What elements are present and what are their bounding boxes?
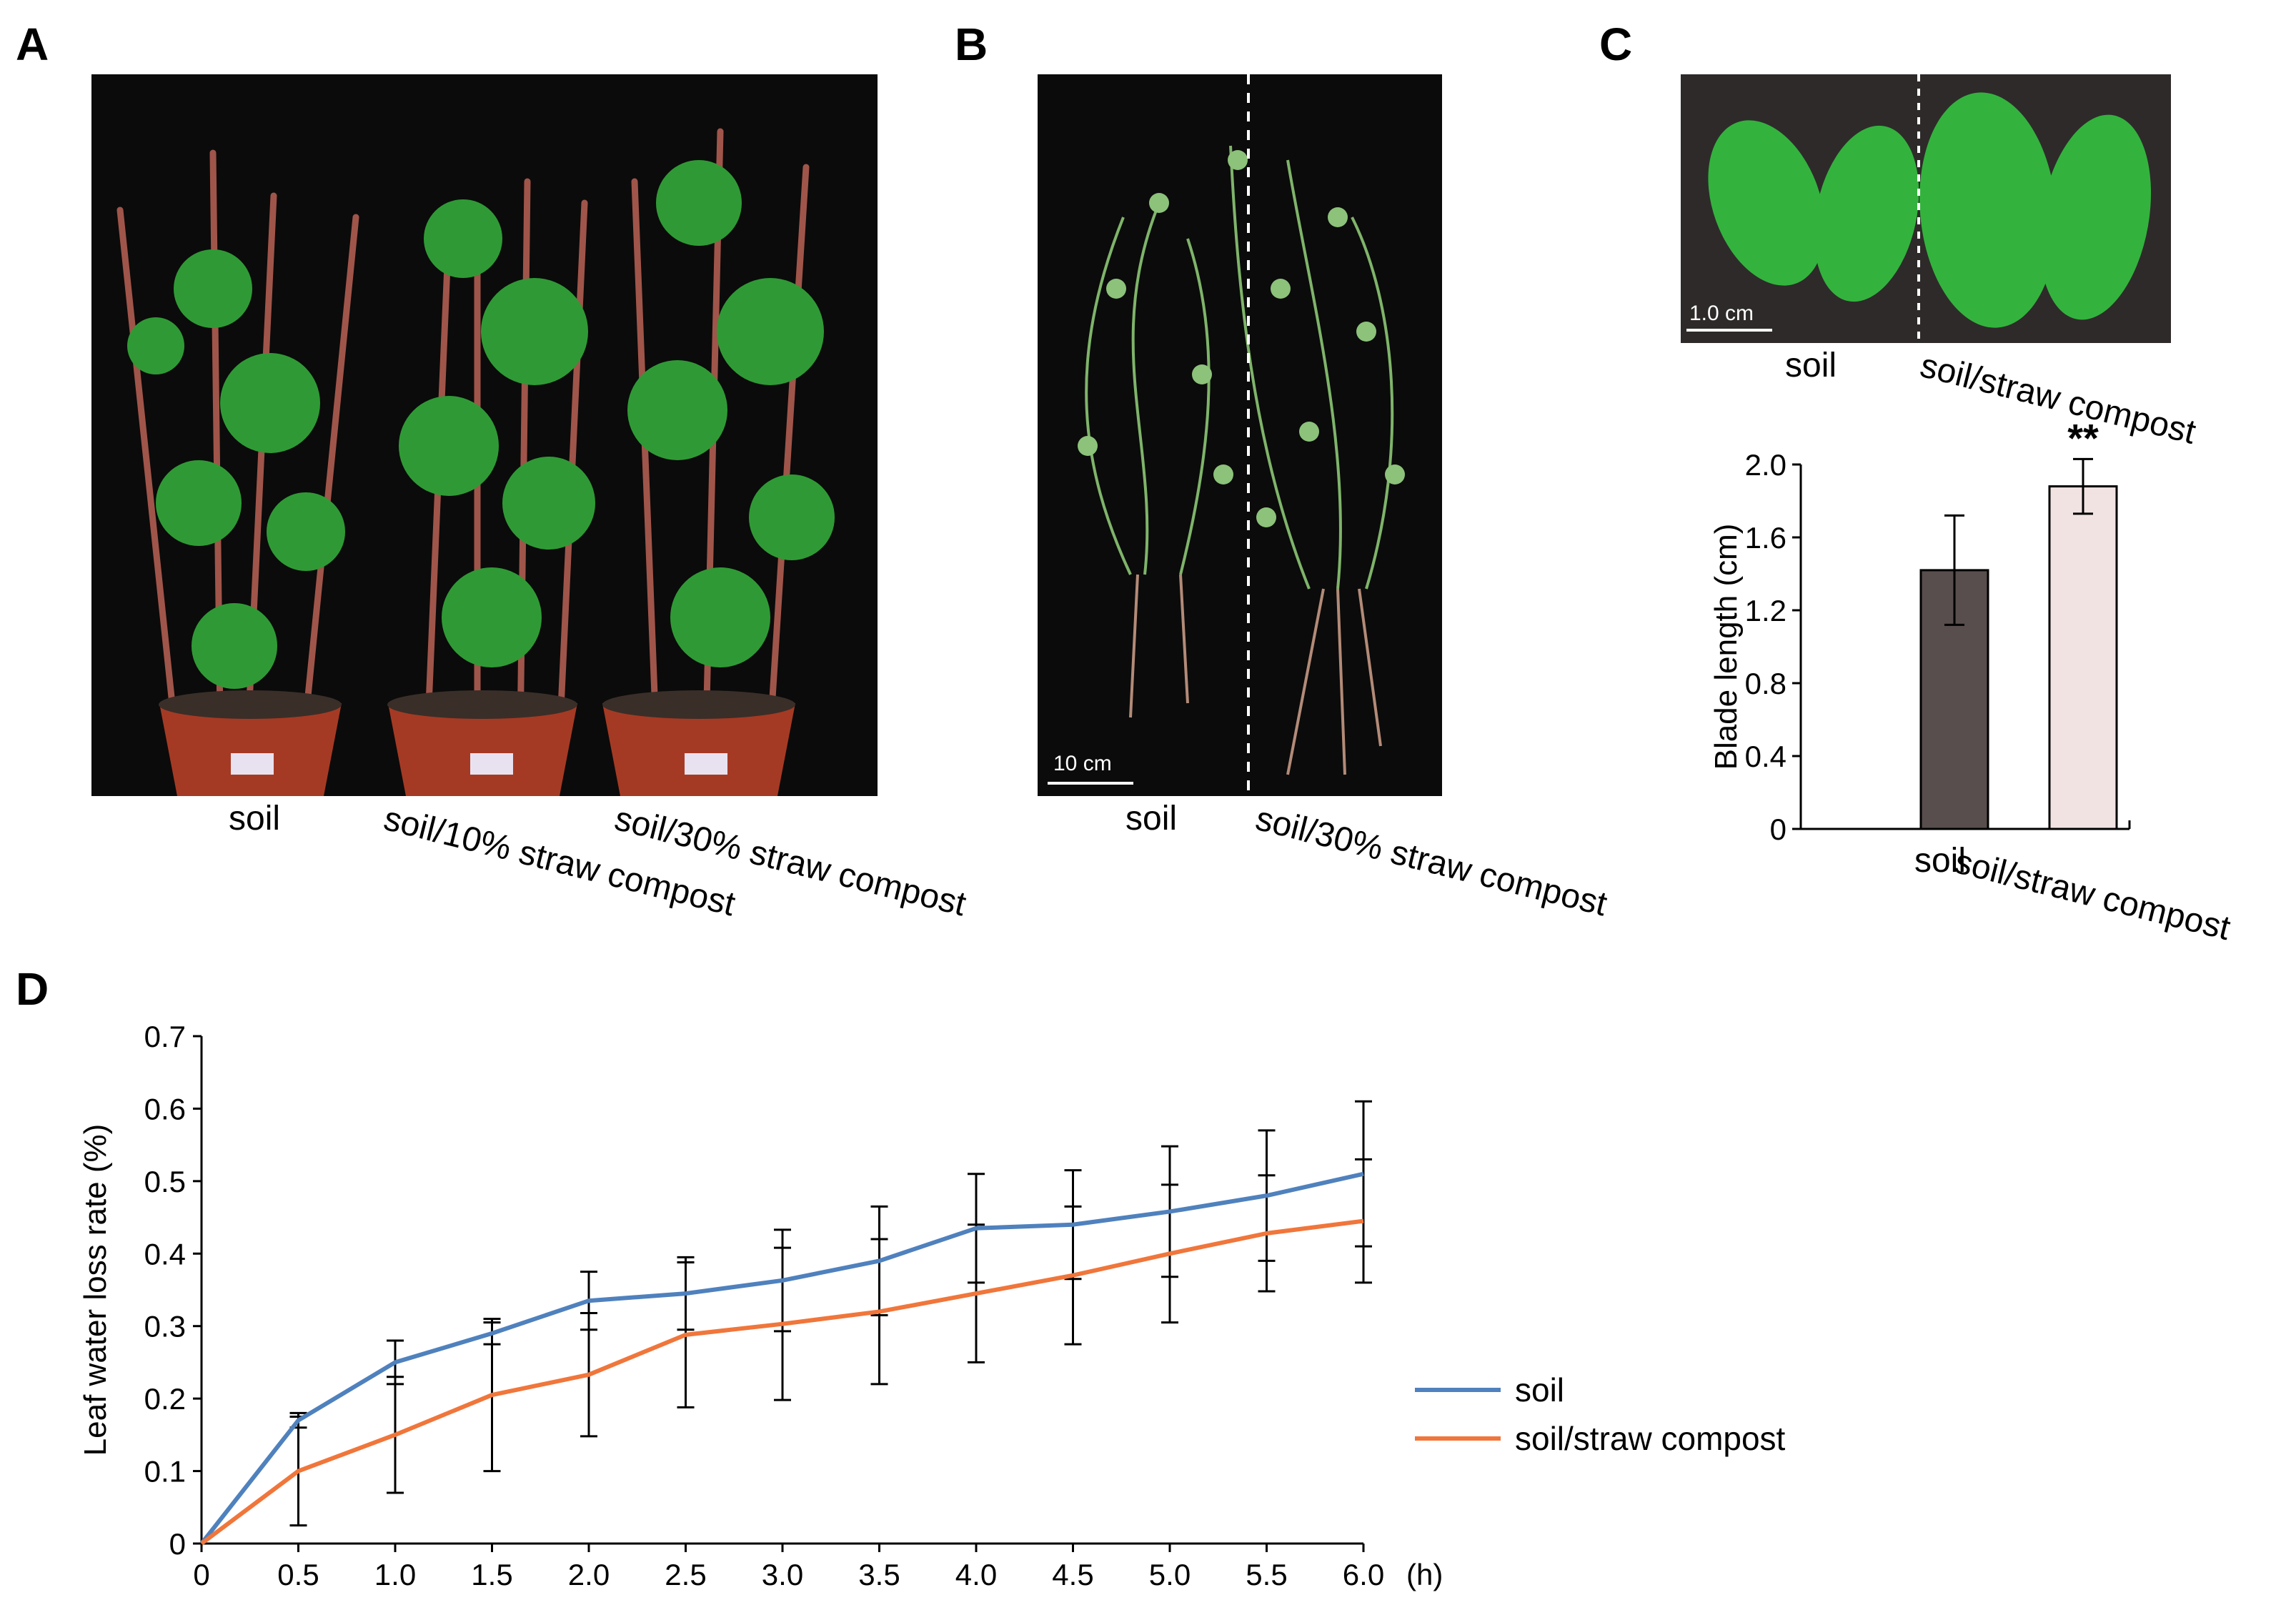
series-line	[200, 1218, 1364, 1546]
panel-b-scale-bar	[1048, 782, 1133, 785]
line-y-axis-label: Leaf water loss rate (%)	[78, 1124, 113, 1456]
line-x-tick-label: 4.5	[1052, 1558, 1093, 1591]
line-x-tick-label: 3.5	[858, 1558, 900, 1591]
line-y-tick-label: 0.3	[144, 1310, 186, 1343]
bar-y-tick-label: 0.4	[1745, 740, 1786, 773]
leaf-water-loss-line-chart: 0 0.1 0.2 0.3 0.4 0.5 0.6 0.7 0 0.5 1.0 1.5 2.0 2.5 3.…	[78, 1020, 1786, 1591]
line-y-tick-label: 0.1	[144, 1455, 186, 1489]
panel-b-scale-label: 10 cm	[1053, 752, 1112, 775]
line-x-tick-label: 3.0	[762, 1558, 803, 1591]
bar-y-tick-label: 0.8	[1745, 667, 1786, 700]
line-x-tick-label: 0.5	[277, 1558, 319, 1591]
line-y-tick-label: 0	[169, 1527, 186, 1561]
line-y-tick-label: 0.6	[144, 1092, 186, 1125]
panel-c-scale-bar	[1686, 329, 1772, 332]
bar-y-tick-label: 1.2	[1745, 594, 1786, 627]
line-x-tick-label: 1.5	[471, 1558, 512, 1591]
line-x-tick-label: 0	[193, 1558, 209, 1591]
plants-in-pots-photo	[91, 74, 878, 796]
leaves-illustration	[1708, 74, 2152, 343]
line-y-tick-label: 0.5	[144, 1165, 186, 1198]
panel-b-caption-soil: soil	[1125, 800, 1178, 838]
line-x-tick-label: 2.0	[568, 1558, 610, 1591]
plants-illustration	[116, 128, 835, 796]
bar-category-label: soil/straw compost	[1951, 843, 2234, 948]
line-x-tick-label: 5.0	[1149, 1558, 1191, 1591]
panel-label-b: B	[955, 19, 988, 70]
panel-label-d: D	[16, 963, 49, 1015]
line-x-tick-label: 2.5	[665, 1558, 706, 1591]
uprooted-plants-photo: 10 cm	[1038, 74, 1442, 796]
panel-b-caption-30pct: soil/30% straw compost	[1251, 799, 1611, 924]
legend-label: soil/straw compost	[1515, 1420, 1786, 1457]
panel-c-scale-label: 1.0 cm	[1689, 302, 1754, 325]
uprooted-plants-illustration	[1078, 74, 1405, 796]
panel-c-caption-soil: soil	[1785, 347, 1837, 384]
significance-marker: **	[2067, 415, 2099, 460]
line-y-tick-label: 0.7	[144, 1020, 186, 1053]
series-line	[199, 1171, 1364, 1545]
leaves-photo: 1.0 cm	[1681, 74, 2171, 343]
bar-y-tick-label: 1.6	[1745, 521, 1786, 555]
bar-y-tick-label: 2.0	[1745, 448, 1786, 482]
bar-category-label: soil	[1914, 842, 1966, 880]
line-x-tick-label: 6.0	[1343, 1558, 1384, 1591]
line-x-tick-label: 1.0	[374, 1558, 416, 1591]
line-x-tick-label: 4.0	[955, 1558, 997, 1591]
panel-label-a: A	[16, 19, 49, 70]
line-y-tick-label: 0.2	[144, 1382, 186, 1416]
legend-label: soil	[1515, 1371, 1564, 1408]
bar	[2048, 485, 2118, 830]
line-y-tick-label: 0.4	[144, 1237, 186, 1271]
panel-label-c: C	[1599, 19, 1633, 70]
line-x-tick-label: 5.5	[1246, 1558, 1287, 1591]
bar-y-axis-label: Blade length (cm)	[1709, 524, 1744, 770]
panel-a-caption-soil: soil	[229, 800, 281, 838]
line-x-unit-label: (h)	[1406, 1558, 1443, 1591]
bar-y-tick-label: 0	[1770, 813, 1786, 846]
